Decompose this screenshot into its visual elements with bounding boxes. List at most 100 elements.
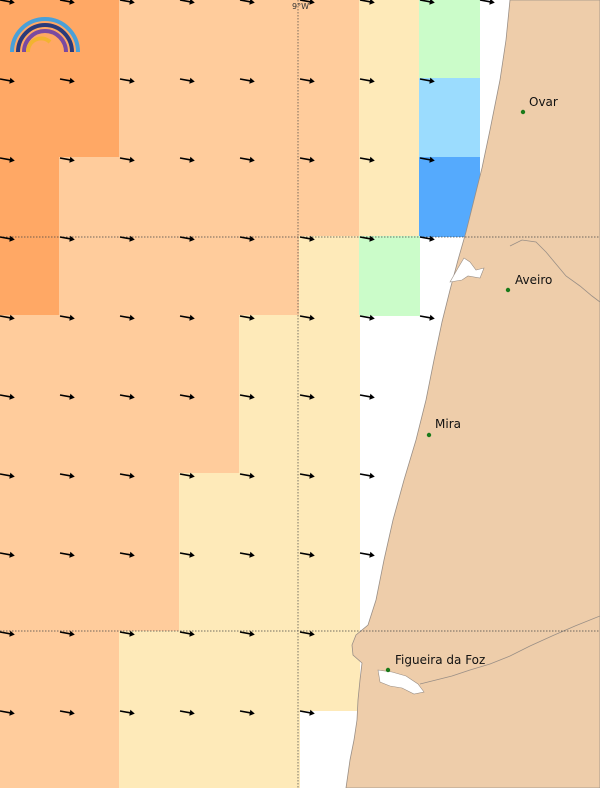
wind-arrow	[59, 630, 75, 637]
wind-arrow	[0, 472, 15, 479]
grid-cell	[0, 78, 60, 158]
wind-arrow	[179, 156, 195, 163]
wind-arrow	[179, 0, 195, 5]
wind-arrow	[239, 472, 255, 479]
wind-arrow	[179, 235, 195, 242]
wind-arrow	[119, 314, 135, 321]
wind-arrow	[0, 393, 15, 400]
grid-cell	[179, 0, 240, 79]
place-aveiro[interactable]: Aveiro	[505, 273, 553, 293]
grid-cell	[179, 78, 240, 158]
grid-cell	[239, 473, 300, 553]
wind-arrow	[359, 551, 375, 558]
wind-arrow	[239, 77, 255, 84]
grid-cell	[59, 631, 120, 711]
wind-arrow	[299, 0, 315, 5]
wind-arrow	[299, 314, 315, 321]
grid-cell	[59, 315, 120, 395]
aveiro-lagoon	[449, 257, 485, 283]
wind-arrow	[179, 709, 195, 716]
grid-cell	[299, 157, 360, 237]
wind-arrow	[299, 709, 315, 716]
grid-cell	[299, 631, 360, 711]
grid-cell	[239, 236, 300, 316]
grid-cell	[0, 236, 60, 316]
grid-cell	[119, 315, 180, 395]
wind-arrows	[0, 0, 495, 716]
longitude-label: 9°W	[292, 2, 309, 11]
wind-arrow	[419, 0, 435, 5]
grid-cell	[179, 552, 240, 632]
place-label-ovar: Ovar	[529, 95, 558, 109]
wind-arrow	[0, 77, 15, 84]
wind-arrow	[239, 551, 255, 558]
grid-cell	[59, 78, 120, 158]
wind-arrow	[299, 551, 315, 558]
grid-cell	[59, 552, 120, 632]
wind-arrow	[59, 314, 75, 321]
wind-arrow	[59, 156, 75, 163]
wind-arrow	[419, 77, 435, 84]
wind-arrow	[239, 235, 255, 242]
wind-arrow	[59, 709, 75, 716]
wind-arrow	[239, 709, 255, 716]
grid-cell	[59, 710, 120, 788]
wind-arrow	[0, 156, 15, 163]
wind-arrow	[59, 551, 75, 558]
vouga-river	[509, 239, 600, 303]
wind-arrow	[299, 630, 315, 637]
logo-rainbow-icon	[10, 17, 80, 53]
wind-arrow	[359, 77, 375, 84]
wind-arrow	[299, 472, 315, 479]
wind-arrow	[59, 393, 75, 400]
grid-cell	[179, 315, 240, 395]
wind-arrow	[59, 0, 75, 5]
wind-arrow	[419, 314, 435, 321]
grid-cell	[119, 552, 180, 632]
grid-cell	[119, 631, 180, 711]
wind-arrow	[299, 235, 315, 242]
grid-cell	[119, 473, 180, 553]
grid-cell	[179, 157, 240, 237]
grid-cell	[119, 0, 180, 79]
wind-arrow	[179, 77, 195, 84]
wind-arrow	[239, 630, 255, 637]
grid-cell	[59, 157, 120, 237]
wind-arrow	[0, 235, 15, 242]
wind-arrow	[179, 314, 195, 321]
place-dot	[505, 287, 511, 293]
place-dot	[385, 667, 391, 673]
wind-arrow	[179, 393, 195, 400]
grid-cell	[239, 394, 300, 474]
grid-cell	[299, 473, 360, 553]
grid-cell	[239, 157, 300, 237]
wind-arrow	[479, 0, 495, 5]
grid-cell	[179, 473, 240, 553]
grid-cell	[0, 631, 60, 711]
grid-cell	[359, 157, 420, 237]
grid-cell	[179, 394, 240, 474]
grid-cell	[299, 315, 360, 395]
wind-arrow	[419, 235, 435, 242]
grid-cell	[419, 0, 480, 79]
grid-cell	[0, 552, 60, 632]
place-mira[interactable]: Mira	[426, 417, 461, 438]
place-figueira-da-foz[interactable]: Figueira da Foz	[385, 653, 486, 673]
value-grid	[0, 0, 480, 788]
wind-arrow	[59, 77, 75, 84]
grid-cell	[0, 394, 60, 474]
place-ovar[interactable]: Ovar	[520, 95, 558, 115]
grid-cell	[359, 236, 420, 316]
wind-arrow	[0, 551, 15, 558]
wind-arrow	[119, 709, 135, 716]
grid-cell	[239, 0, 300, 79]
grid-cell	[0, 315, 60, 395]
grid-cell	[239, 710, 300, 788]
grid-cell	[299, 236, 360, 316]
wind-arrow	[0, 314, 15, 321]
grid-cell	[59, 236, 120, 316]
wind-arrow	[179, 551, 195, 558]
wind-arrow	[119, 0, 135, 5]
grid-cell	[119, 394, 180, 474]
